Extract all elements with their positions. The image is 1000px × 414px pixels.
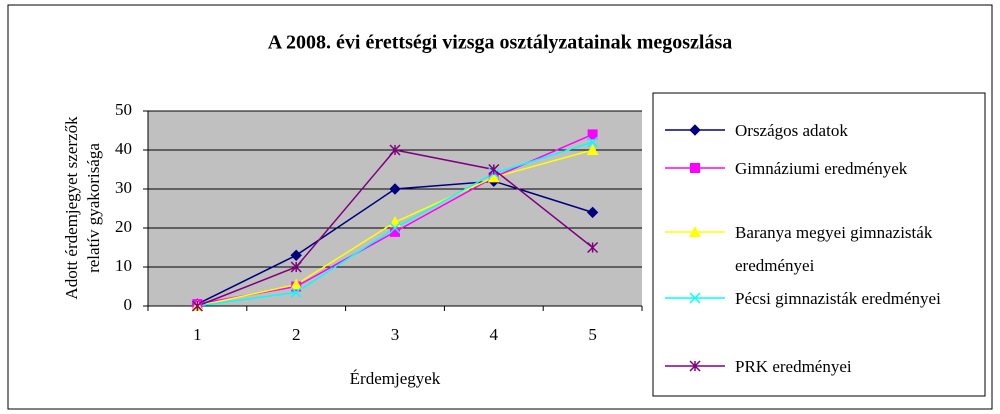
chart-title: A 2008. évi érettségi vizsga osztályzata…: [268, 32, 733, 54]
marker: [389, 144, 401, 156]
marker: [689, 226, 701, 237]
marker: [586, 206, 599, 219]
marker: [587, 136, 599, 148]
y-tick-label: 20: [115, 217, 132, 236]
marker: [587, 129, 598, 140]
legend-label: Pécsi gimnazisták eredményei: [735, 288, 941, 308]
marker: [586, 144, 599, 155]
y-axis-label: Adott érdemjegyet szerzők relatív gyakor…: [62, 116, 103, 300]
y-tick-label: 50: [115, 100, 132, 119]
marker: [488, 163, 500, 176]
x-tick-label: 4: [490, 325, 499, 344]
marker: [689, 124, 701, 136]
x-tick-label: 1: [193, 325, 202, 344]
plot-area: [148, 111, 642, 306]
y-tick-label: 30: [115, 178, 132, 197]
marker: [389, 183, 401, 195]
legend-label: Gimnáziumi eredmények: [735, 158, 908, 178]
marker: [290, 286, 302, 298]
marker: [689, 360, 701, 372]
y-tick-label: 40: [115, 139, 132, 158]
x-axis-label: Érdemjegyek: [350, 369, 441, 388]
marker: [290, 261, 302, 273]
marker: [390, 226, 400, 237]
legend-label: Országos adatok: [735, 120, 848, 140]
x-tick-label: 5: [588, 325, 597, 344]
marker: [389, 222, 401, 234]
y-tick-label: 0: [124, 295, 133, 314]
marker: [689, 292, 701, 304]
marker: [487, 171, 500, 183]
marker: [587, 241, 599, 254]
x-tick-label: 2: [292, 325, 301, 344]
legend-label: PRK eredményei: [735, 356, 852, 376]
marker: [191, 300, 203, 312]
legend-label: Baranya megyei gimnazisták eredményei: [735, 222, 933, 275]
x-tick-label: 3: [391, 325, 400, 344]
legend-box: [652, 92, 986, 397]
marker: [290, 278, 303, 290]
marker: [690, 163, 700, 173]
marker: [290, 249, 302, 262]
y-tick-label: 10: [115, 256, 132, 275]
